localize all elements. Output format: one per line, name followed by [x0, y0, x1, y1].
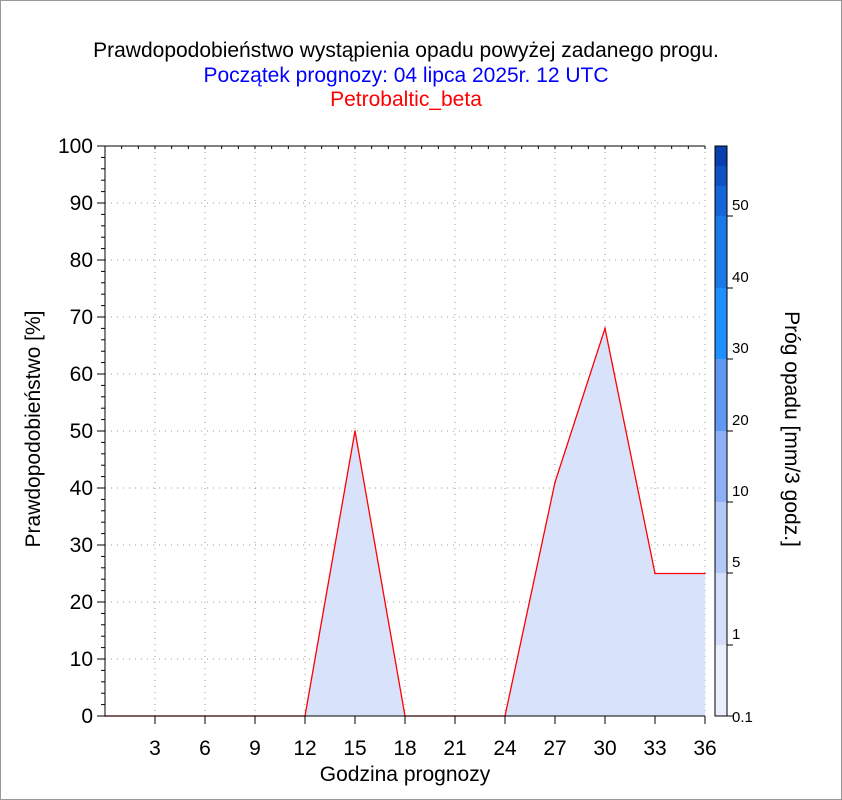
x-tick-label: 6 — [199, 737, 211, 760]
colorbar-tick-label: 5 — [732, 554, 740, 571]
x-tick-label: 36 — [693, 737, 716, 760]
x-tick-label: 15 — [343, 737, 366, 760]
colorbar-segment — [715, 431, 727, 502]
colorbar-tick-label: 20 — [732, 412, 749, 429]
y-tick-label: 100 — [58, 135, 93, 158]
x-tick-label: 3 — [149, 737, 161, 760]
colorbar-segment — [715, 166, 727, 186]
x-axis-label: Godzina prognozy — [320, 763, 491, 786]
colorbar-label: Próg opadu [mm/3 godz.] — [780, 311, 803, 547]
x-tick-label: 33 — [643, 737, 666, 760]
x-tick-label: 9 — [249, 737, 261, 760]
chart-subtitle: Początek prognozy: 04 lipca 2025r. 12 UT… — [203, 64, 609, 87]
colorbar-tick-label: 1 — [732, 626, 740, 643]
data-point — [704, 572, 706, 575]
chart-title: Prawdopodobieństwo wystąpienia opadu pow… — [93, 39, 719, 62]
chart-header: Prawdopodobieństwo wystąpienia opadu pow… — [0, 38, 812, 112]
x-tick-label: 12 — [293, 737, 316, 760]
y-tick-label: 60 — [70, 363, 93, 386]
y-tick-label: 30 — [70, 534, 93, 557]
y-tick-label: 70 — [70, 306, 93, 329]
y-tick-label: 10 — [70, 648, 93, 671]
x-tick-label: 30 — [593, 737, 616, 760]
x-tick-label: 18 — [393, 737, 416, 760]
data-point — [354, 430, 356, 432]
probability-area — [105, 328, 705, 716]
colorbar-segment — [715, 146, 727, 166]
colorbar-segment — [715, 288, 727, 359]
colorbar-tick-label: 30 — [732, 340, 749, 357]
colorbar-tick-label: 50 — [732, 197, 749, 214]
colorbar-segment — [715, 645, 727, 716]
y-tick-label: 40 — [70, 477, 93, 500]
colorbar-segment — [715, 573, 727, 645]
y-tick-label: 0 — [81, 705, 93, 728]
y-tick-label: 20 — [70, 591, 93, 614]
data-point — [604, 327, 606, 330]
x-tick-label: 21 — [443, 737, 466, 760]
colorbar-tick-label: 40 — [732, 269, 749, 286]
x-tick-label: 27 — [543, 737, 566, 760]
colorbar-segment — [715, 502, 727, 573]
y-tick-label: 90 — [70, 192, 93, 215]
colorbar-segment — [715, 359, 727, 431]
model-name: Petrobaltic_beta — [330, 88, 482, 111]
colorbar-tick-label: 0.1 — [732, 709, 753, 726]
colorbar-segment — [715, 216, 727, 288]
colorbar-segment — [715, 186, 727, 216]
x-tick-label: 24 — [493, 737, 517, 760]
y-tick-label: 50 — [70, 420, 93, 443]
data-point — [554, 481, 556, 484]
y-tick-label: 80 — [70, 249, 93, 272]
data-point — [654, 572, 656, 575]
y-axis-label: Prawdopodobieństwo [%] — [22, 311, 45, 548]
colorbar-tick-label: 10 — [732, 483, 749, 500]
